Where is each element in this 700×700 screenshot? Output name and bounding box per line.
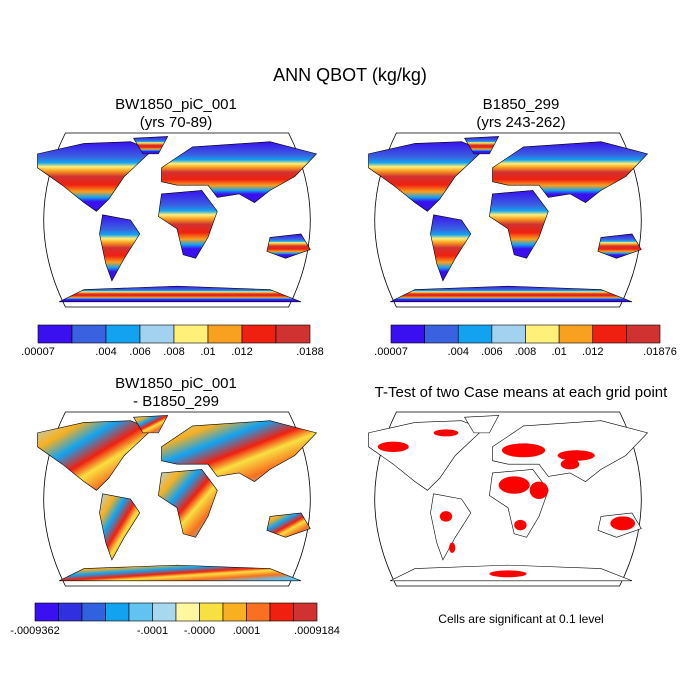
significant-cells	[529, 481, 549, 499]
colorbar-cell	[424, 324, 459, 344]
continent	[158, 190, 218, 259]
colorbar-label: -.0009362	[10, 625, 60, 637]
colorbar-cell	[275, 324, 311, 344]
colorbar-label: .00007	[21, 346, 55, 358]
colorbar-cell	[105, 324, 141, 344]
colorbar-label: .00007	[374, 346, 408, 358]
panel-title: T-Test of two Case means at each grid po…	[375, 384, 668, 401]
colorbar-label: .0001	[233, 625, 261, 637]
colorbar-label: .0188	[296, 346, 324, 358]
panel-title: B1850_299	[483, 96, 560, 113]
colorbar-label: .012	[231, 346, 252, 358]
continent	[464, 415, 500, 434]
colorbar-cell	[139, 324, 175, 344]
continent	[368, 420, 484, 491]
continent	[368, 141, 484, 212]
colorbar-cell	[491, 324, 526, 344]
significant-cells	[377, 441, 409, 453]
continent	[266, 512, 311, 538]
colorbar-cell	[222, 602, 247, 622]
panel-title: BW1850_piC_001	[115, 375, 237, 392]
colorbar-label: -.0000	[184, 625, 215, 637]
panel-subtitle: (yrs 243-262)	[476, 114, 565, 131]
continent	[37, 141, 153, 212]
colorbar-label: .008	[163, 346, 184, 358]
colorbar-cell	[173, 324, 209, 344]
colorbar-cell	[105, 602, 130, 622]
colorbar-cell	[241, 324, 277, 344]
colorbar-cell	[269, 602, 294, 622]
colorbar-cell	[558, 324, 594, 344]
colorbar-label: .006	[129, 346, 150, 358]
colorbar-label: .012	[582, 346, 603, 358]
colorbar-cell	[626, 324, 661, 344]
colorbar-cell	[246, 602, 271, 622]
continent	[489, 190, 549, 259]
significant-cells	[439, 511, 453, 522]
map	[368, 411, 649, 587]
significant-cells	[489, 570, 527, 578]
map	[368, 132, 649, 308]
colorbar-cell	[390, 324, 425, 344]
colorbar-label: .008	[515, 346, 536, 358]
continent	[133, 136, 169, 155]
significant-cells	[514, 519, 527, 531]
continent	[133, 415, 169, 434]
significant-cells	[433, 429, 459, 437]
figure-title: ANN QBOT (kg/kg)	[273, 65, 427, 85]
continent	[430, 493, 472, 561]
significant-cells	[557, 450, 595, 461]
panel-note: Cells are significant at 0.1 level	[438, 612, 603, 626]
continent	[37, 420, 153, 491]
continent	[430, 214, 472, 282]
colorbar-cell	[58, 602, 83, 622]
continent	[158, 469, 218, 538]
colorbar-label: .01876	[643, 346, 677, 358]
colorbar-cell	[37, 324, 73, 344]
significant-cells	[498, 476, 530, 494]
colorbar-label: .004	[95, 346, 116, 358]
colorbar-label: .0009184	[294, 625, 340, 637]
continent	[99, 493, 141, 561]
continent	[597, 233, 642, 259]
colorbar-label: .006	[481, 346, 502, 358]
continent	[266, 233, 311, 259]
continent	[59, 285, 302, 303]
colorbar-cell	[152, 602, 177, 622]
continent	[59, 564, 302, 582]
colorbar-cell	[81, 602, 106, 622]
continent	[161, 141, 318, 203]
continent	[161, 420, 318, 482]
colorbar-cell	[128, 602, 153, 622]
colorbar-cell	[457, 324, 493, 344]
significant-cells	[501, 443, 546, 458]
significant-cells	[610, 516, 636, 531]
colorbar-label: .004	[448, 346, 469, 358]
panel-subtitle: (yrs 70-89)	[140, 114, 213, 131]
continent	[390, 285, 633, 303]
colorbar-label: .01	[200, 346, 215, 358]
colorbar-cell	[207, 324, 243, 344]
map	[37, 411, 318, 587]
continent	[464, 136, 500, 155]
significant-cells	[449, 542, 456, 553]
colorbar-cell	[293, 602, 318, 622]
significant-cells	[560, 458, 580, 470]
colorbar-label: -.0001	[137, 625, 168, 637]
colorbar-label: .01	[551, 346, 566, 358]
panel-subtitle: - B1850_299	[133, 393, 219, 410]
colorbar-cell	[71, 324, 107, 344]
colorbar-cell	[199, 602, 224, 622]
map	[37, 132, 318, 308]
colorbar-cell	[525, 324, 560, 344]
colorbar-cell	[34, 602, 59, 622]
continent	[99, 214, 141, 282]
panel-title: BW1850_piC_001	[115, 96, 237, 113]
colorbar-cell	[175, 602, 200, 622]
colorbar-cell	[592, 324, 627, 344]
continent	[492, 141, 649, 203]
